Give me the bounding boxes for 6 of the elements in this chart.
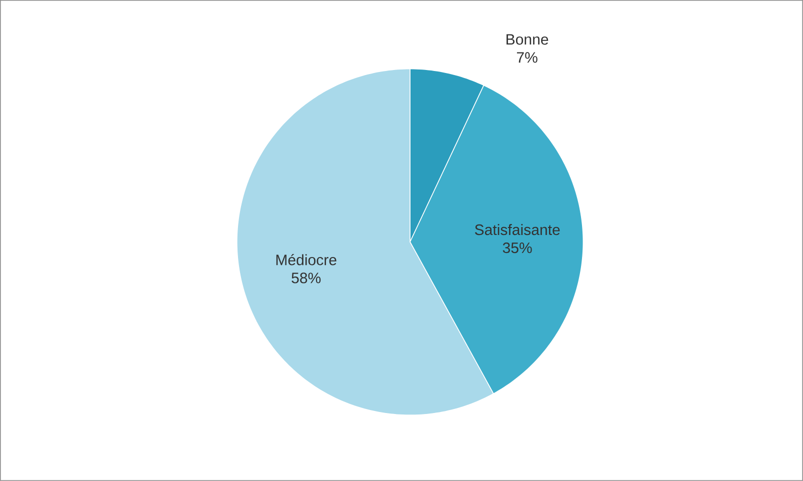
slice-label: Bonne (506, 34, 548, 45)
data-label: 7% (516, 52, 538, 63)
data-label: 58% (292, 272, 321, 284)
data-label: 35% (502, 242, 532, 254)
slice-label: Satisfaisante (474, 224, 560, 236)
slice-label: Médiocre (276, 254, 336, 266)
